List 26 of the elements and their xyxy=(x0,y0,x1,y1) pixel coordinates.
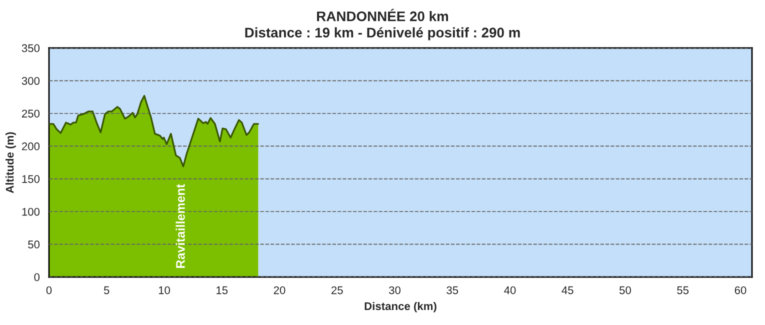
x-tick-label: 0 xyxy=(46,286,52,294)
x-tick-label: 30 xyxy=(388,286,400,294)
y-tick-label: 200 xyxy=(22,142,40,150)
annotation: Ravitaillement xyxy=(176,184,185,268)
y-axis-title: Altitude (m) xyxy=(6,132,16,194)
y-tick-label: 50 xyxy=(28,240,40,248)
x-tick-label: 45 xyxy=(562,286,574,294)
x-axis-title: Distance (km) xyxy=(364,302,436,312)
x-tick-label: 60 xyxy=(734,286,746,294)
x-tick-label: 35 xyxy=(446,286,458,294)
x-tick-label: 25 xyxy=(331,286,343,294)
y-tick-label: 250 xyxy=(22,110,40,118)
x-tick-label: 40 xyxy=(504,286,516,294)
x-tick-label: 20 xyxy=(274,286,286,294)
x-tick-label: 15 xyxy=(216,286,228,294)
y-tick-label: 100 xyxy=(22,208,40,216)
y-tick-label: 300 xyxy=(22,76,40,85)
x-tick-label: 10 xyxy=(158,286,170,294)
x-tick-label: 55 xyxy=(677,286,689,294)
x-tick-label: 5 xyxy=(104,286,110,294)
x-tick-label: 50 xyxy=(619,286,631,294)
y-tick-label: 350 xyxy=(22,44,40,52)
chart-title: RANDONNÉE 20 km xyxy=(317,8,448,22)
y-tick-label: 150 xyxy=(22,175,40,183)
y-tick-label: 0 xyxy=(34,273,40,282)
chart-subtitle: Distance : 19 km - Dénivelé positif : 290 m xyxy=(245,27,520,40)
